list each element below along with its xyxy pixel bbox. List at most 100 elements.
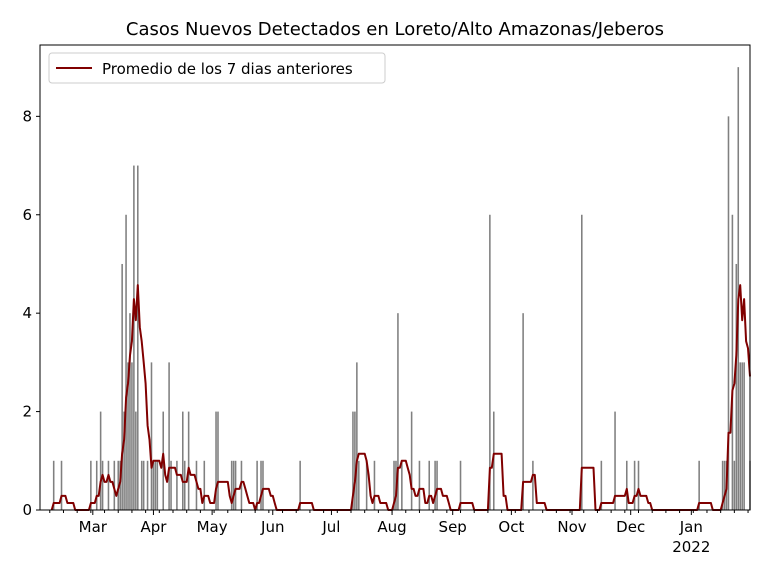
bar-2021-11-23 (614, 411, 616, 510)
x-tick-label: Apr (140, 518, 167, 536)
line-layer (50, 284, 751, 511)
bar-2021-04-13 (176, 460, 178, 510)
bar-2021-08-04 (397, 313, 399, 510)
bar-2022-01-23 (733, 460, 736, 510)
bar-2021-03-27 (142, 460, 145, 510)
bar-2021-07-15 (358, 460, 360, 510)
bar-2021-07-19 (365, 460, 368, 510)
y-tick-label: 0 (22, 501, 32, 519)
bars-layer (52, 67, 751, 511)
chart-title: Casos Nuevos Detectados en Loreto/Alto A… (126, 19, 664, 40)
x-tick-label: Sep (439, 518, 467, 536)
bar-2021-03-31 (150, 362, 153, 510)
bar-2021-03-24 (137, 165, 139, 511)
x-tick-label: Nov (557, 518, 586, 536)
bar-2021-04-10 (170, 460, 172, 510)
bar-2021-07-14 (356, 362, 358, 510)
bar-2021-06-15 (299, 460, 301, 510)
bar-2021-08-02 (393, 460, 395, 510)
x-tick-label: Dec (616, 518, 645, 536)
bar-2021-03-17 (123, 411, 125, 510)
bar-2022-01-22 (731, 214, 734, 510)
bar-2021-03-23 (135, 411, 137, 510)
y-tick-label: 8 (22, 107, 32, 125)
bar-2021-03-26 (140, 460, 143, 510)
bar-2021-03-05 (99, 411, 102, 510)
bar-2021-08-24 (436, 460, 438, 510)
bar-2022-01-27 (741, 362, 743, 510)
bar-2021-04-27 (203, 460, 206, 510)
legend: Promedio de los 7 dias anteriores (48, 52, 386, 84)
bar-2021-02-13 (60, 460, 63, 510)
bar-2021-02-09 (52, 460, 55, 510)
bar-2022-01-25 (737, 67, 740, 511)
bar-2021-11-29 (625, 460, 628, 510)
x-tick-label: Aug (377, 518, 406, 536)
bar-2021-03-18 (125, 214, 127, 510)
bar-2021-10-12 (532, 460, 534, 510)
bar-2021-09-05 (459, 460, 462, 510)
bar-2021-12-05 (637, 460, 640, 510)
bar-2021-03-22 (133, 165, 135, 511)
bar-2021-05-13 (234, 460, 237, 510)
bar-2021-08-23 (434, 460, 436, 510)
legend-label: Promedio de los 7 dias anteriores (102, 60, 353, 78)
bar-2021-03-29 (146, 460, 149, 510)
bar-2021-07-13 (354, 411, 356, 510)
bar-2021-07-12 (352, 411, 354, 510)
x-tick-label: Mar (79, 518, 108, 536)
bar-2021-12-03 (633, 460, 636, 510)
bar-2021-11-06 (581, 214, 583, 510)
bar-2021-08-20 (428, 460, 431, 510)
bar-2022-01-26 (739, 362, 742, 510)
line-7day-average (50, 284, 751, 511)
x-axis: Mar Apr May Jun Jul Aug Sep Oct Nov Dec Jan 2022 (49, 510, 749, 556)
bar-2022-01-28 (743, 362, 745, 510)
bar-2021-09-20 (489, 214, 491, 510)
bar-2021-04-02 (154, 460, 157, 510)
bar-2021-05-24 (256, 460, 258, 510)
x-tick-label: Jan (679, 518, 703, 536)
bar-2021-11-16 (600, 460, 603, 510)
bar-2021-08-11 (410, 411, 413, 510)
bar-2021-05-04 (217, 411, 219, 510)
bar-2021-07-23 (373, 460, 376, 510)
bar-2022-01-05 (698, 460, 700, 510)
x-tick-label: Jul (321, 518, 340, 536)
bar-2021-04-17 (183, 460, 186, 510)
bar-2021-05-26 (260, 460, 262, 510)
x-tick-label: Oct (498, 518, 524, 536)
bar-2021-03-06 (101, 460, 104, 510)
bar-2021-03-16 (121, 263, 123, 510)
bar-2022-01-17 (721, 460, 724, 510)
bar-2021-08-15 (418, 460, 421, 510)
bar-2021-04-19 (187, 411, 190, 510)
x-tick-year-label: 2022 (672, 538, 710, 556)
bar-2021-03-19 (127, 362, 129, 510)
plot-frame (39, 44, 751, 511)
bar-2021-03-03 (95, 460, 98, 510)
y-tick-label: 2 (22, 403, 32, 421)
x-tick-label: Jun (260, 518, 284, 536)
bar-2021-05-12 (232, 460, 235, 510)
bar-2021-05-27 (262, 460, 264, 510)
y-tick-label: 6 (22, 206, 32, 224)
bar-2021-03-09 (107, 460, 110, 510)
bar-2021-04-01 (152, 460, 155, 510)
bar-2022-01-20 (727, 116, 730, 510)
bar-2021-05-11 (230, 460, 233, 510)
y-axis: 0 2 4 6 8 (22, 107, 40, 519)
bar-2021-04-03 (156, 460, 159, 510)
bar-2021-03-20 (129, 313, 131, 510)
bar-2021-05-03 (215, 411, 217, 510)
bar-2021-02-28 (90, 460, 92, 510)
bar-2021-04-09 (168, 362, 170, 510)
y-tick-label: 4 (22, 304, 32, 322)
bar-2021-04-16 (182, 411, 184, 510)
bar-2021-03-21 (131, 362, 133, 510)
x-tick-label: May (197, 518, 228, 536)
bar-2022-01-18 (723, 460, 726, 510)
bar-2021-10-07 (522, 313, 524, 510)
legend-box (48, 52, 386, 84)
